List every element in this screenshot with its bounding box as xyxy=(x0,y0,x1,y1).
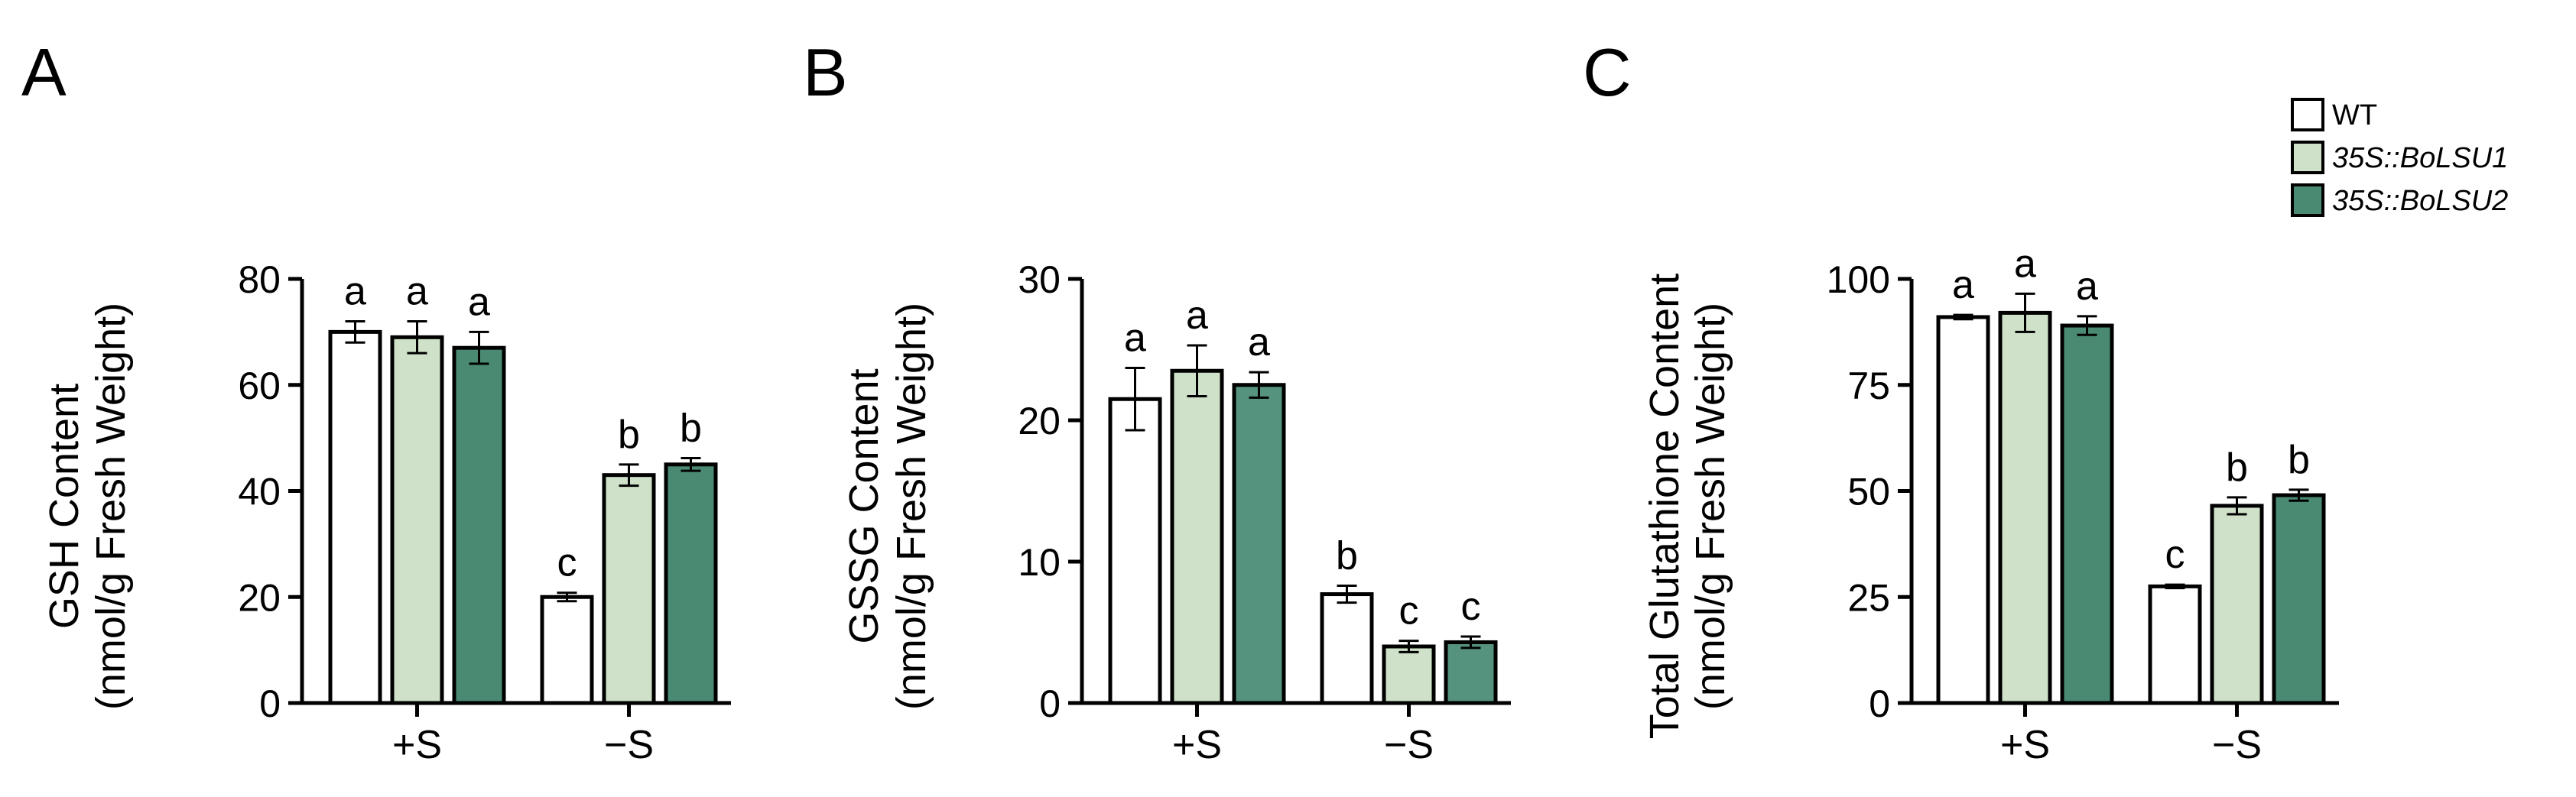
panel-letter: A xyxy=(21,34,67,110)
significance-letter: a xyxy=(406,270,428,314)
y-tick-label: 0 xyxy=(1869,682,1890,725)
y-axis-title: (nmol/g Fresh Weight) xyxy=(1688,303,1733,710)
legend-label: 35S::BoLSU2 xyxy=(2332,185,2508,217)
significance-letter: c xyxy=(1399,589,1419,633)
significance-letter: c xyxy=(1461,585,1481,629)
significance-letter: b xyxy=(1336,533,1358,578)
significance-letter: c xyxy=(557,541,577,585)
y-axis-title: GSSG Content xyxy=(841,368,887,643)
x-tick-label: −S xyxy=(1384,723,1434,767)
y-tick-label: 0 xyxy=(1039,682,1061,725)
significance-letter: a xyxy=(1952,263,1974,307)
panel-letter: C xyxy=(1583,34,1632,110)
significance-letter: a xyxy=(1186,293,1208,338)
y-tick-label: 25 xyxy=(1847,576,1890,619)
significance-letter: a xyxy=(344,270,366,314)
y-tick-label: 80 xyxy=(238,258,281,301)
x-tick-label: −S xyxy=(2212,723,2262,767)
y-tick-label: 50 xyxy=(1847,471,1890,514)
y-tick-label: 10 xyxy=(1018,541,1061,584)
significance-letter: a xyxy=(1248,320,1270,364)
y-tick-label: 20 xyxy=(238,576,281,619)
y-tick-label: 30 xyxy=(1018,258,1061,301)
significance-letter: a xyxy=(1124,316,1146,361)
bar xyxy=(1444,640,1498,705)
legend-item: 35S::BoLSU2 xyxy=(2291,183,2508,217)
y-tick-label: 60 xyxy=(238,364,281,407)
y-axis-title: GSH Content xyxy=(41,384,87,629)
bar xyxy=(2148,584,2202,705)
y-tick-label: 75 xyxy=(1847,364,1890,407)
bar xyxy=(452,345,506,705)
bar xyxy=(664,462,718,705)
significance-letter: a xyxy=(468,280,490,324)
bar xyxy=(1382,644,1436,705)
significance-letter: b xyxy=(2288,438,2310,482)
bar xyxy=(1320,592,1374,705)
legend-item: 35S::BoLSU1 xyxy=(2291,141,2508,174)
legend-item: WT xyxy=(2291,98,2377,131)
bar xyxy=(1108,397,1162,705)
chart-panel-a: A GSH Content (nmol/g Fresh Weight) 0 20 40 60… xyxy=(21,34,731,767)
y-tick-label: 20 xyxy=(1018,400,1061,442)
bar xyxy=(1232,383,1286,705)
bar xyxy=(1936,315,1990,705)
y-axis-title: (nmol/g Fresh Weight) xyxy=(88,303,134,710)
y-axis-title: Total Glutathione Content xyxy=(1642,274,1688,739)
bar xyxy=(1170,368,1224,705)
panel-letter: B xyxy=(803,34,848,110)
bar xyxy=(328,329,382,705)
y-tick-label: 40 xyxy=(238,471,281,514)
y-axis-title: (nmol/g Fresh Weight) xyxy=(888,303,934,710)
bar xyxy=(1998,310,2052,705)
legend-swatch xyxy=(2291,98,2324,131)
x-tick-label: +S xyxy=(1172,723,1222,767)
bar xyxy=(2060,323,2114,705)
significance-letter: b xyxy=(680,406,702,450)
legend-swatch xyxy=(2291,183,2324,217)
bar xyxy=(2210,504,2264,705)
significance-letter: c xyxy=(2165,533,2185,577)
significance-letter: b xyxy=(618,413,640,457)
legend-label: WT xyxy=(2332,99,2377,131)
significance-letter: a xyxy=(2014,241,2036,286)
x-tick-label: +S xyxy=(2000,723,2050,767)
bar xyxy=(390,335,444,705)
bar xyxy=(2272,493,2326,705)
x-tick-label: +S xyxy=(392,723,442,767)
significance-letter: a xyxy=(2076,264,2098,309)
legend-swatch xyxy=(2291,141,2324,174)
x-tick-label: −S xyxy=(604,723,654,767)
bar xyxy=(540,595,594,705)
bar xyxy=(602,473,656,705)
y-tick-label: 100 xyxy=(1827,258,1890,301)
chart-panel-c: C Total Glutathione Content (nmol/g Fresh … xyxy=(1583,34,2339,767)
legend-label: 35S::BoLSU1 xyxy=(2332,142,2508,174)
significance-letter: b xyxy=(2226,445,2248,490)
chart-panel-b: B GSSG Content (nmol/g Fresh Weight) 0 10 20 3… xyxy=(803,34,1511,767)
y-tick-label: 0 xyxy=(259,682,281,725)
